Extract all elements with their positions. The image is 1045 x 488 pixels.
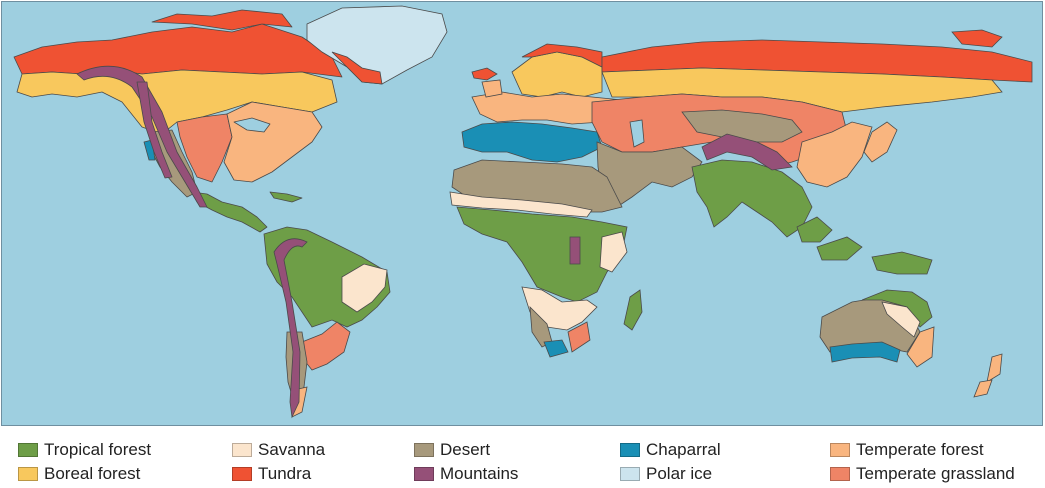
africa (449, 159, 643, 358)
biome-temperate-grassland (567, 321, 591, 353)
biome-temperate-forest (863, 121, 898, 163)
legend-swatch-desert (414, 443, 434, 457)
biome-mountains (701, 133, 793, 171)
legend-item-polar-ice: Polar ice (620, 464, 712, 484)
legend-swatch-temperate-forest (830, 443, 850, 457)
biome-temperate-forest (973, 379, 993, 398)
biome-tropical-forest (269, 191, 303, 203)
legend-item-boreal-forest: Boreal forest (18, 464, 140, 484)
world-biome-map (1, 1, 1043, 426)
biome-mountains (569, 236, 581, 265)
legend-item-mountains: Mountains (414, 464, 518, 484)
europe (461, 43, 633, 163)
biome-tundra (471, 67, 498, 81)
biome-tropical-forest (456, 206, 628, 303)
legend-swatch-temperate-grassland (830, 467, 850, 481)
australia (796, 216, 1003, 398)
legend-item-chaparral: Chaparral (620, 440, 721, 460)
greenland-polar-ice (306, 5, 448, 85)
asia (591, 29, 1033, 238)
legend-swatch-polar-ice (620, 467, 640, 481)
world-map-svg (2, 2, 1042, 425)
biome-chaparral (829, 341, 901, 363)
biome-tropical-forest (191, 191, 268, 233)
legend-swatch-tundra (232, 467, 252, 481)
legend-label-chaparral: Chaparral (646, 440, 721, 459)
madagascar (623, 289, 643, 331)
legend: Tropical forest Savanna Desert Chaparral Tem… (0, 430, 1045, 488)
legend-item-temperate-grassland: Temperate grassland (830, 464, 1015, 484)
legend-swatch-boreal-forest (18, 467, 38, 481)
biome-mountains (273, 238, 308, 419)
biome-tundra (331, 51, 383, 85)
biome-temperate-grassland (176, 113, 233, 183)
legend-swatch-chaparral (620, 443, 640, 457)
biome-savanna (341, 263, 388, 313)
biome-temperate-forest (986, 353, 1003, 383)
legend-item-tundra: Tundra (232, 464, 311, 484)
biome-temperate-forest (481, 79, 503, 98)
biome-tropical-forest (871, 251, 933, 275)
legend-label-temperate-forest: Temperate forest (856, 440, 984, 459)
biome-mountains (136, 81, 173, 179)
biome-tropical-forest (816, 236, 863, 261)
legend-label-savanna: Savanna (258, 440, 326, 459)
biome-chaparral (543, 339, 569, 358)
legend-item-temperate-forest: Temperate forest (830, 440, 984, 460)
legend-label-desert: Desert (440, 440, 491, 459)
biome-temperate-forest (796, 121, 873, 188)
biome-tundra (951, 29, 1003, 48)
legend-item-savanna: Savanna (232, 440, 325, 460)
biome-desert (681, 109, 803, 143)
legend-label-mountains: Mountains (440, 464, 519, 483)
biome-temperate-forest (906, 326, 935, 368)
legend-swatch-mountains (414, 467, 434, 481)
biome-chaparral (461, 121, 603, 163)
legend-swatch-tropical-forest (18, 443, 38, 457)
legend-label-tundra: Tundra (258, 464, 312, 483)
legend-label-boreal-forest: Boreal forest (44, 464, 141, 483)
biome-savanna (449, 191, 593, 218)
biome-savanna (599, 231, 628, 273)
legend-label-tropical-forest: Tropical forest (44, 440, 152, 459)
legend-label-temperate-grassland: Temperate grassland (856, 464, 1015, 483)
south-america (263, 226, 391, 419)
legend-swatch-savanna (232, 443, 252, 457)
legend-item-tropical-forest: Tropical forest (18, 440, 151, 460)
biome-savanna (881, 301, 921, 338)
north-america (13, 9, 343, 233)
lake (233, 117, 271, 133)
biome-tundra (151, 9, 293, 31)
legend-label-polar-ice: Polar ice (646, 464, 713, 483)
biome-tropical-forest (796, 216, 833, 243)
legend-item-desert: Desert (414, 440, 490, 460)
lake-caspian (629, 119, 645, 148)
